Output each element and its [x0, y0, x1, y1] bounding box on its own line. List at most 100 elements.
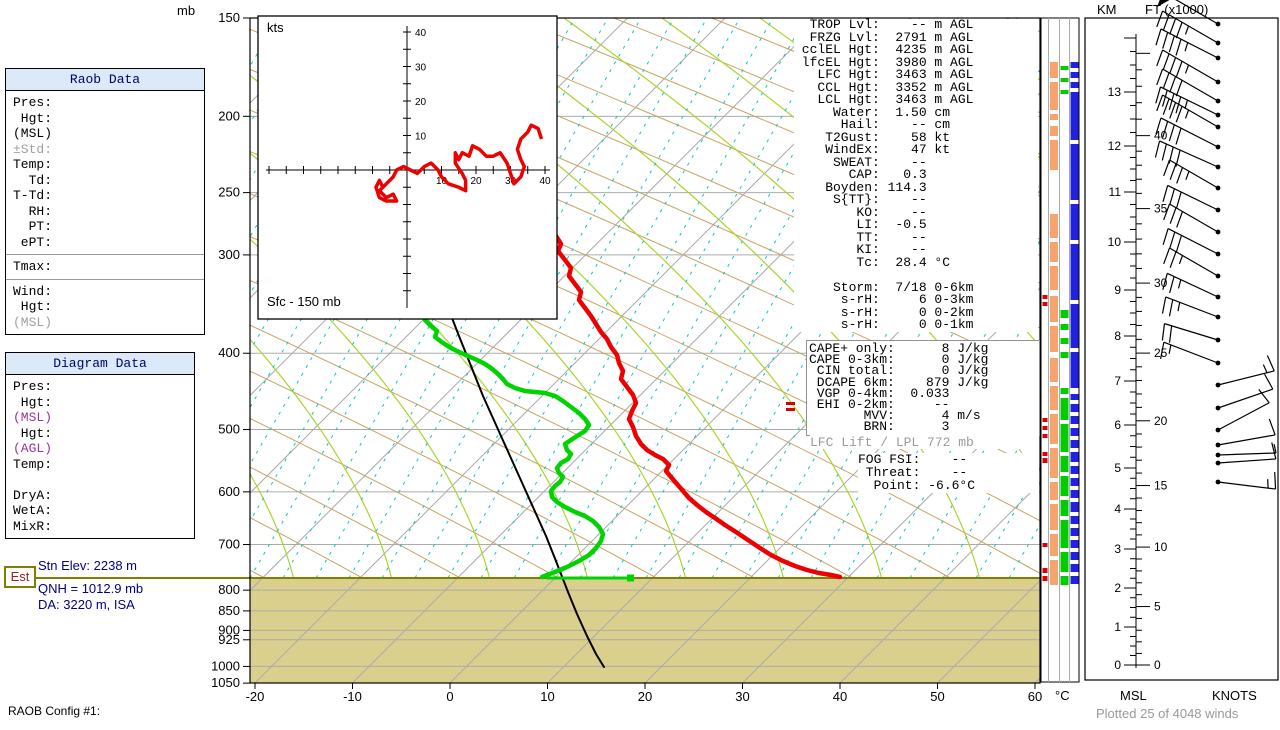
- wind-barbs: [1154, 0, 1277, 490]
- strip-blue-segment: [1070, 490, 1079, 498]
- svg-text:13: 13: [1108, 85, 1122, 99]
- station-density-altitude: DA: 3220 m, ISA: [38, 597, 135, 612]
- strip-orange-segment: [1050, 214, 1058, 238]
- strip-red-mark: [1042, 543, 1048, 547]
- surface-dewpoint-marker: [627, 574, 634, 582]
- strip-orange-segment: [1050, 242, 1058, 262]
- strip-green-segment: [1060, 476, 1069, 496]
- raob-data-title: Raob Data: [6, 69, 204, 91]
- svg-text:4: 4: [1114, 502, 1121, 516]
- svg-text:0: 0: [1154, 658, 1161, 672]
- shear-marker: [786, 408, 795, 411]
- diagram-data-fields: Pres: Hgt: (MSL) Hgt: (AGL) Temp: DryA: WetA…: [6, 375, 194, 538]
- station-elevation: Stn Elev: 2238 m: [38, 558, 137, 573]
- panel-field-label: MixR:: [13, 518, 53, 534]
- svg-text:9: 9: [1114, 283, 1121, 297]
- strip-orange-segment: [1050, 140, 1058, 170]
- panel-field-label: Wind:: [13, 283, 53, 299]
- strip-blue-segment: [1070, 404, 1079, 412]
- strip-orange-segment: [1050, 326, 1058, 352]
- hodograph-units-label: kts: [267, 20, 284, 35]
- svg-text:800: 800: [218, 582, 240, 597]
- svg-text:10: 10: [540, 689, 554, 704]
- panel-field-label: Temp:: [13, 456, 53, 472]
- panel-field-label: Hgt:: [13, 299, 53, 314]
- svg-text:3: 3: [1114, 542, 1121, 556]
- svg-text:0: 0: [1114, 658, 1121, 672]
- panel-field-label: (MSL): [13, 126, 53, 141]
- svg-text:20: 20: [638, 689, 652, 704]
- svg-text:30: 30: [505, 176, 517, 187]
- panel-field-label: (MSL): [13, 314, 53, 330]
- svg-text:15: 15: [1154, 479, 1168, 493]
- cape-readout: CAPE+ only: 8 J/kg CAPE 0-3km: 0 J/kg CI…: [809, 341, 989, 435]
- svg-text:20: 20: [470, 176, 482, 187]
- strip-blue-segment: [1070, 144, 1079, 200]
- strip-green-segment: [1060, 324, 1069, 330]
- svg-text:700: 700: [218, 537, 240, 552]
- km-axis-header: KM: [1097, 2, 1117, 17]
- strip-blue-segment: [1070, 502, 1079, 512]
- svg-text:40: 40: [1154, 129, 1168, 143]
- svg-text:925: 925: [218, 632, 240, 647]
- strip-red-mark: [1042, 452, 1048, 456]
- svg-text:60: 60: [1028, 689, 1042, 704]
- strip-blue-segment: [1070, 62, 1079, 68]
- strip-green-segment: [1060, 576, 1069, 585]
- svg-text:40: 40: [415, 28, 427, 39]
- strip-blue-segment: [1070, 576, 1079, 584]
- panel-field-label: PT:: [13, 219, 53, 234]
- strip-orange-segment: [1050, 414, 1058, 444]
- strip-orange-segment: [1050, 560, 1058, 585]
- diagram-data-panel: Diagram Data Pres: Hgt: (MSL) Hgt: (AGL) Te…: [5, 352, 195, 539]
- strip-green-segment: [1060, 352, 1069, 358]
- svg-text:1000: 1000: [211, 658, 240, 673]
- diagram-data-title: Diagram Data: [6, 353, 194, 375]
- panel-field-label: Hgt:: [13, 110, 53, 126]
- strip-blue-segment: [1070, 244, 1079, 300]
- knots-label: KNOTS: [1212, 688, 1257, 703]
- config-label: RAOB Config #1:: [8, 704, 101, 718]
- parcel-trace: [451, 317, 605, 668]
- panel-field-label: (AGL): [13, 441, 53, 456]
- strip-orange-segment: [1050, 114, 1058, 120]
- panel-field-label: (MSL): [13, 410, 53, 425]
- strip-red-mark: [1042, 426, 1048, 430]
- svg-text:150: 150: [218, 10, 240, 25]
- svg-text:7: 7: [1114, 374, 1121, 388]
- strip-blue-segment: [1070, 528, 1079, 536]
- svg-text:200: 200: [218, 108, 240, 123]
- strip-green-segment: [1060, 90, 1069, 94]
- panel-field-label: Pres:: [13, 95, 53, 110]
- svg-text:-10: -10: [343, 689, 362, 704]
- strip-orange-segment: [1050, 126, 1058, 136]
- cape-box: CAPE+ only: 8 J/kg CAPE 0-3km: 0 J/kg CI…: [806, 340, 1040, 436]
- panel-field-label: Td:: [13, 172, 53, 188]
- strip-blue-segment: [1070, 516, 1079, 524]
- strip-blue-segment: [1070, 466, 1079, 474]
- panel-field-label: Hgt:: [13, 425, 53, 441]
- strip-red-mark: [1042, 295, 1048, 299]
- svg-text:11: 11: [1109, 185, 1122, 199]
- svg-text:20: 20: [1154, 414, 1168, 428]
- panel-field-label: [13, 472, 187, 488]
- strip-orange-segment: [1050, 482, 1058, 500]
- svg-text:6: 6: [1114, 418, 1121, 432]
- strip-green-segment: [1060, 424, 1069, 452]
- strip-red-mark: [1042, 458, 1048, 463]
- strip-orange-segment: [1050, 82, 1058, 110]
- strip-blue-segment: [1070, 440, 1079, 448]
- panel-field-label: Hgt:: [13, 394, 53, 410]
- strip-blue-segment: [1070, 478, 1079, 486]
- strip-green-segment: [1060, 310, 1069, 318]
- strip-blue-segment: [1070, 304, 1079, 348]
- svg-text:300: 300: [218, 247, 240, 262]
- strip-blue-segment: [1070, 564, 1079, 572]
- level-strips: [1040, 17, 1080, 683]
- svg-text:1: 1: [1114, 620, 1121, 634]
- strip-green-segment: [1060, 552, 1069, 572]
- svg-text:20: 20: [415, 97, 427, 108]
- lfc-lift-note: LFC Lift / LPL 772 mb: [810, 435, 1039, 450]
